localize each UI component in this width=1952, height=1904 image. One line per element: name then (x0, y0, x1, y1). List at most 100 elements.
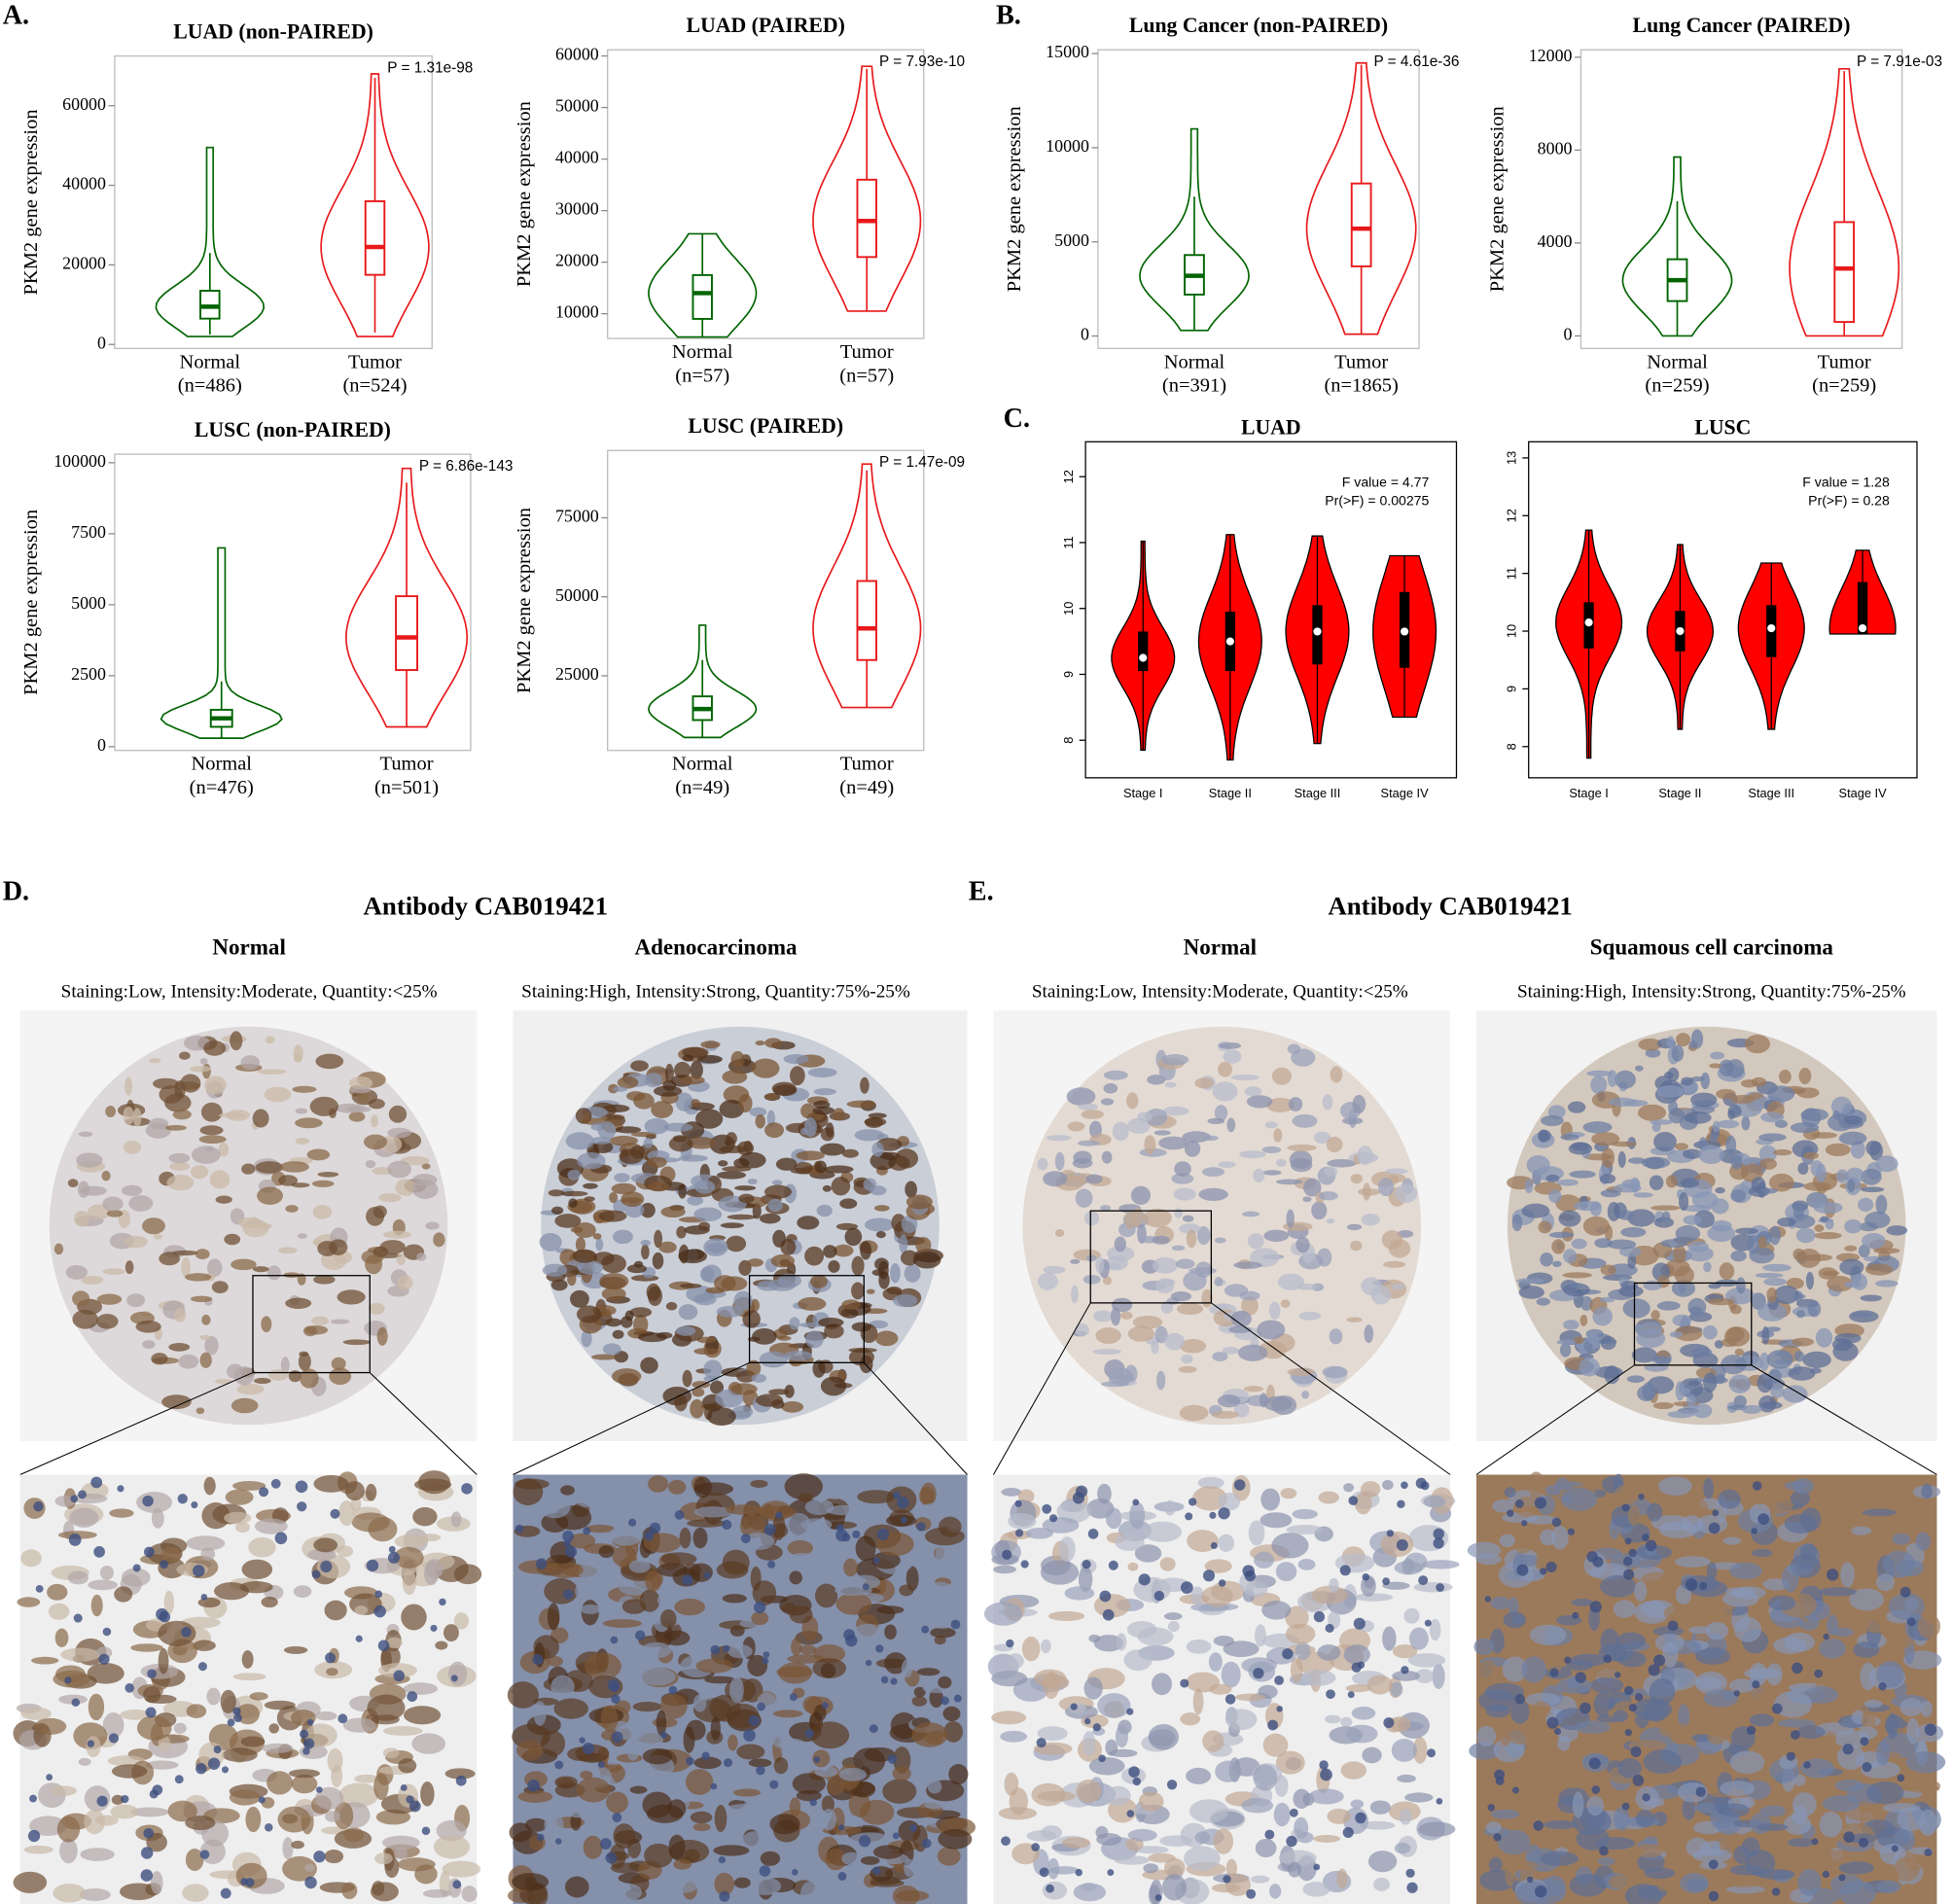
tissue-texture (1671, 1044, 1685, 1062)
cell-texture (450, 1511, 462, 1528)
cell-texture (1161, 1874, 1187, 1901)
tissue-texture (763, 1184, 793, 1199)
cell-texture (1597, 1856, 1615, 1866)
x-tick-label: Normal (191, 754, 252, 775)
tissue-texture (572, 1249, 597, 1263)
chart-title: LUAD (1241, 415, 1301, 439)
tissue-texture (148, 1117, 169, 1130)
tissue-texture (1761, 1263, 1792, 1272)
nucleus (145, 1707, 157, 1718)
tissue-texture (1656, 1301, 1681, 1311)
tissue-label: Normal (1184, 934, 1257, 960)
tissue-texture (1638, 1038, 1662, 1051)
cell-texture (1892, 1533, 1911, 1545)
cell-texture (1143, 1863, 1159, 1874)
cell-texture (813, 1644, 846, 1664)
nucleus (1622, 1556, 1633, 1567)
nucleus (439, 1598, 446, 1606)
tissue-texture (752, 1328, 777, 1345)
tissue-texture (1687, 1380, 1700, 1387)
tissue-texture (1261, 1146, 1282, 1154)
cell-texture (641, 1641, 672, 1659)
tissue-texture (873, 1205, 890, 1212)
nucleus (612, 1813, 622, 1822)
cell-texture (750, 1877, 782, 1895)
y-tick-label: 10 (1504, 624, 1518, 638)
y-tick-label: 8 (1061, 737, 1076, 744)
tissue-texture (1600, 1189, 1621, 1198)
tissue-texture (1082, 1274, 1101, 1285)
cell-texture (911, 1696, 928, 1707)
tissue-texture (796, 1150, 825, 1161)
y-tick-label: 13 (1504, 451, 1518, 465)
tissue-texture (1590, 1075, 1608, 1095)
nucleus (1075, 1868, 1082, 1877)
nucleus (582, 1742, 595, 1755)
cell-texture (1351, 1706, 1376, 1720)
tissue-texture (376, 1326, 388, 1346)
cell-texture (1840, 1611, 1867, 1630)
tissue-texture (818, 1318, 844, 1328)
n-label: (n=486) (178, 375, 242, 397)
nucleus (355, 1635, 363, 1642)
tissue-texture (1271, 1394, 1297, 1416)
nucleus (858, 1835, 871, 1848)
cell-texture (351, 1512, 390, 1533)
cell-texture (397, 1857, 436, 1872)
tissue-texture (597, 1121, 617, 1140)
cell-texture (618, 1577, 653, 1596)
cell-texture (1614, 1806, 1630, 1831)
tissue-texture (1558, 1210, 1581, 1227)
cell-texture (1116, 1633, 1127, 1651)
tissue-texture (1860, 1294, 1883, 1302)
p-value: P = 7.93e-10 (879, 53, 965, 70)
nucleus (1534, 1497, 1546, 1509)
tissue-texture (871, 1142, 884, 1157)
tissue-texture (1563, 1320, 1579, 1330)
cell-texture (1850, 1526, 1872, 1535)
cell-texture (315, 1710, 337, 1721)
cell-texture (167, 1800, 197, 1822)
cell-texture (1367, 1851, 1398, 1873)
cell-texture (1025, 1528, 1053, 1539)
cell-texture (810, 1721, 850, 1749)
tissue-texture (1651, 1121, 1661, 1133)
tissue-texture (813, 1088, 836, 1096)
nucleus (634, 1630, 646, 1640)
cell-texture (892, 1885, 920, 1904)
y-tick-label: 30000 (555, 199, 599, 219)
cell-texture (704, 1675, 736, 1684)
nucleus (191, 1501, 198, 1509)
nucleus (29, 1794, 37, 1803)
cell-texture (1505, 1859, 1515, 1887)
cell-texture (713, 1845, 750, 1856)
cell-texture (825, 1848, 847, 1871)
tissue-texture (1684, 1111, 1712, 1124)
nucleus (1540, 1568, 1547, 1575)
x-tick-label: Normal (1164, 351, 1225, 372)
tissue-texture (1568, 1101, 1586, 1113)
tissue-texture (261, 1316, 272, 1333)
tissue-texture (309, 1096, 339, 1116)
tissue-texture (789, 1317, 800, 1330)
tissue-texture (1802, 1351, 1831, 1368)
cell-texture (394, 1534, 427, 1549)
nucleus (1433, 1528, 1444, 1540)
tissue-texture (773, 1328, 788, 1339)
cell-texture (828, 1491, 842, 1500)
zoom-line (1751, 1364, 1937, 1475)
nucleus (71, 1698, 81, 1708)
tissue-texture (851, 1322, 871, 1332)
cell-texture (787, 1540, 813, 1556)
tissue-texture (1686, 1393, 1696, 1408)
tissue-texture (168, 1152, 191, 1164)
tissue-texture (102, 1268, 125, 1276)
cell-texture (1600, 1628, 1620, 1656)
cell-texture (949, 1886, 962, 1895)
tissue-texture (1370, 1285, 1392, 1305)
tissue-texture (1295, 1236, 1310, 1253)
tissue-texture (365, 1254, 383, 1275)
y-tick-label: 10000 (555, 302, 599, 322)
tissue-texture (1288, 1097, 1303, 1111)
tissue-texture (199, 1057, 208, 1065)
